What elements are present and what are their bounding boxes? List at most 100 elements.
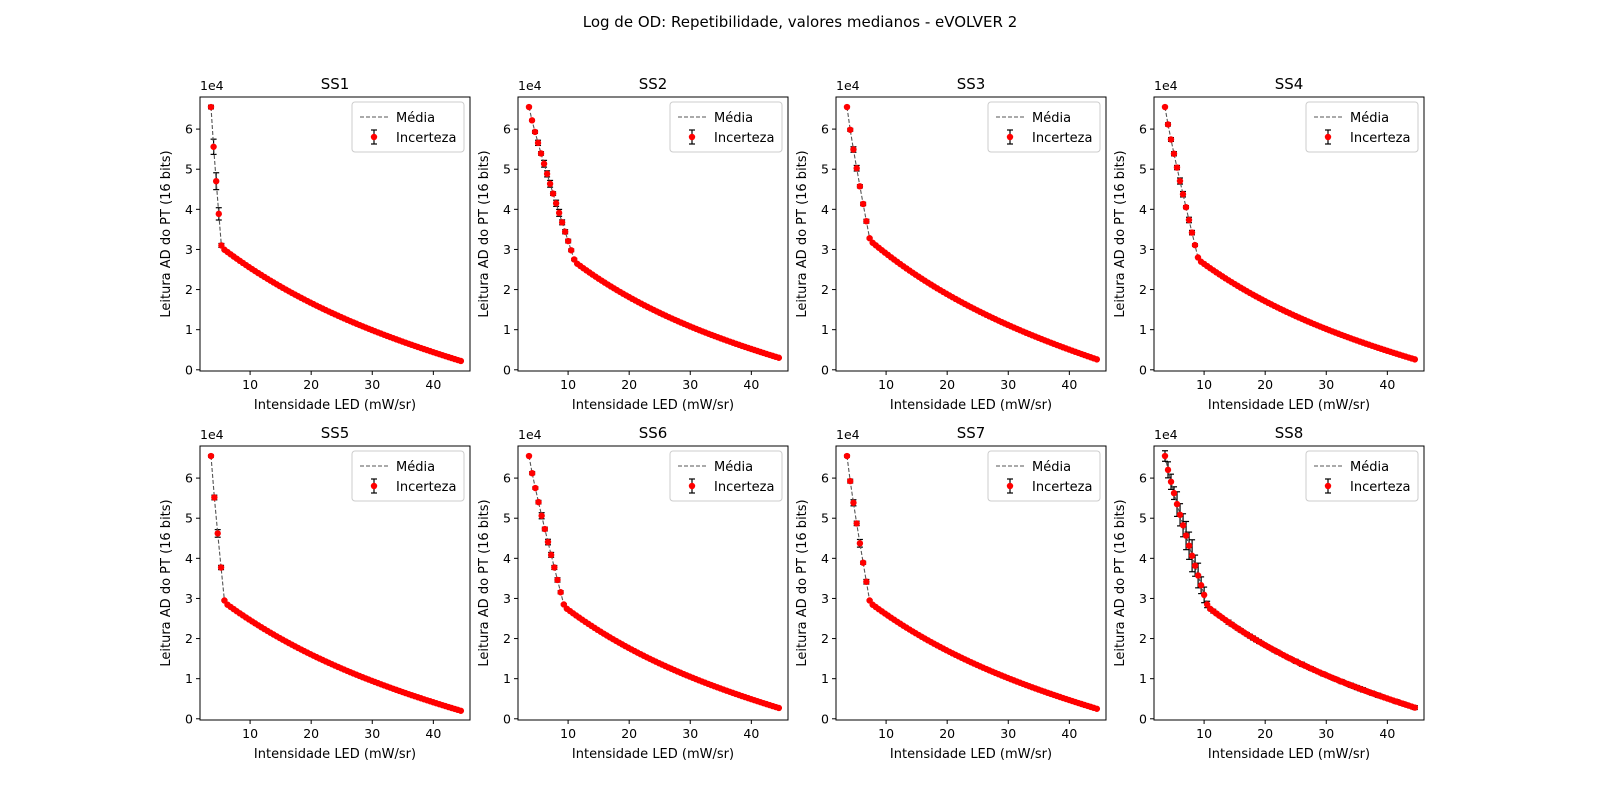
y-tick-label: 3 [821, 591, 829, 606]
x-tick-label: 30 [1318, 726, 1334, 741]
y-axis-label: Leitura AD do PT (16 bits) [159, 499, 174, 666]
x-tick-label: 10 [878, 726, 894, 741]
y-tick-label: 0 [821, 711, 829, 726]
plot-area [525, 452, 783, 712]
legend-entry-incerteza: Incerteza [396, 480, 456, 495]
x-tick-label: 20 [939, 726, 955, 741]
y-tick-label: 6 [185, 122, 193, 137]
y-tick-label: 6 [1139, 122, 1147, 137]
data-point [557, 589, 564, 596]
y-offset-label: 1e4 [518, 78, 542, 93]
y-tick-label: 1 [1139, 671, 1147, 686]
y-tick-label: 1 [821, 322, 829, 337]
legend: Média Incerteza [987, 101, 1101, 153]
data-point [847, 126, 854, 133]
y-axis-label: Leitura AD do PT (16 bits) [795, 150, 810, 317]
y-tick-label: 2 [185, 282, 193, 297]
plot-area [843, 452, 1101, 712]
x-tick-label: 10 [242, 726, 258, 741]
data-point [1182, 532, 1190, 539]
y-offset-label: 1e4 [1154, 78, 1178, 93]
plot-area [207, 452, 465, 714]
y-tick-label: 5 [821, 162, 829, 177]
data-point [212, 177, 220, 185]
legend: Média Incerteza [669, 450, 783, 502]
data-point [1188, 229, 1196, 236]
legend-box [987, 450, 1101, 502]
data-point [1197, 582, 1205, 589]
panel-ss7: SS7 1e4 10 20 30 40 0 1 2 3 4 5 6 Intensidade LED (mW… [795, 424, 1107, 762]
legend-entry-media: Média [714, 460, 753, 475]
y-offset-label: 1e4 [200, 78, 224, 93]
plot-area [1161, 103, 1419, 363]
data-point [1164, 466, 1172, 474]
data-point [1170, 150, 1178, 157]
data-point [1093, 705, 1101, 712]
data-point [558, 219, 566, 226]
x-tick-label: 40 [1379, 377, 1395, 392]
panel-ss6: SS6 1e4 10 20 30 40 0 1 2 3 4 5 6 Intensidade LED (mW… [477, 424, 789, 762]
y-axis-label: Leitura AD do PT (16 bits) [477, 499, 492, 666]
data-point [856, 540, 864, 547]
legend-point-marker [1324, 133, 1332, 141]
legend-entry-incerteza: Incerteza [1350, 480, 1410, 495]
data-point [1411, 356, 1419, 363]
data-point [546, 180, 554, 188]
panel-ss2: SS2 1e4 10 20 30 40 0 1 2 3 4 5 6 Intensidade LED (mW… [477, 75, 789, 413]
axes-frame [517, 96, 789, 372]
x-tick-label: 20 [303, 377, 319, 392]
x-tick-label: 30 [1000, 726, 1016, 741]
y-tick-label: 5 [185, 162, 193, 177]
y-tick-label: 4 [1139, 551, 1147, 566]
data-point [1176, 177, 1184, 185]
y-offset-label: 1e4 [836, 78, 860, 93]
panel-ss4: SS4 1e4 10 20 30 40 0 1 2 3 4 5 6 Intensidade LED (mW… [1113, 75, 1425, 413]
y-tick-label: 3 [821, 242, 829, 257]
data-point [775, 354, 783, 361]
y-tick-label: 0 [503, 362, 511, 377]
data-point [863, 578, 870, 585]
y-tick-label: 0 [185, 711, 193, 726]
y-offset-label: 1e4 [836, 427, 860, 442]
x-tick-label: 40 [743, 726, 759, 741]
y-tick-label: 1 [821, 671, 829, 686]
data-point [207, 103, 215, 111]
axes-frame [199, 96, 471, 372]
legend-entry-incerteza: Incerteza [714, 480, 774, 495]
data-point [1188, 552, 1196, 559]
y-tick-label: 6 [821, 471, 829, 486]
data-point [1185, 542, 1193, 549]
x-tick-label: 40 [1061, 377, 1077, 392]
data-point [850, 499, 857, 506]
legend-box [1305, 101, 1419, 153]
figure-title: Log de OD: Repetibilidade, valores media… [583, 13, 1018, 31]
x-tick-label: 10 [242, 377, 258, 392]
panel-ss5: SS5 1e4 10 20 30 40 0 1 2 3 4 5 6 Intensidade LED (mW… [159, 424, 471, 762]
legend-point-marker [370, 133, 378, 141]
y-tick-label: 1 [185, 671, 193, 686]
x-tick-label: 30 [1000, 377, 1016, 392]
data-point [1191, 241, 1199, 249]
y-tick-label: 4 [185, 551, 193, 566]
x-tick-label: 30 [682, 377, 698, 392]
panel-title: SS6 [639, 424, 668, 442]
x-tick-label: 40 [425, 726, 441, 741]
data-point [1167, 136, 1175, 143]
data-point [211, 494, 218, 501]
y-tick-label: 2 [503, 282, 511, 297]
legend-entry-incerteza: Incerteza [1350, 131, 1410, 146]
axes-frame [835, 445, 1107, 721]
x-tick-label: 20 [1257, 726, 1273, 741]
data-point [210, 143, 217, 150]
legend-point-marker [688, 133, 696, 141]
legend-box [669, 450, 783, 502]
axes-frame [1153, 96, 1425, 372]
data-point [863, 218, 870, 225]
legend-point-marker [1006, 133, 1014, 141]
legend: Média Incerteza [351, 101, 465, 153]
legend: Média Incerteza [1305, 101, 1419, 153]
data-point [551, 564, 558, 571]
y-tick-label: 1 [503, 671, 511, 686]
legend-entry-media: Média [714, 111, 753, 126]
